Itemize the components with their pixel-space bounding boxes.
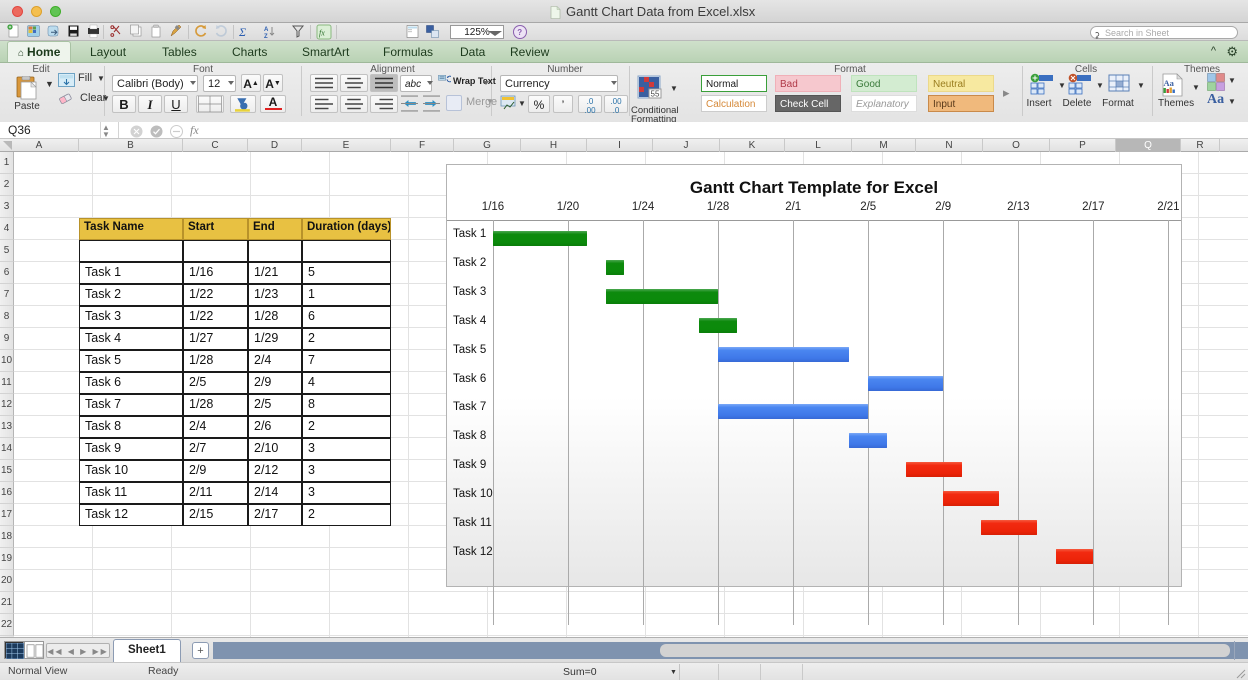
svg-text:fx: fx xyxy=(319,29,325,38)
svg-text:?: ? xyxy=(517,28,522,37)
svg-text:A: A xyxy=(264,27,269,33)
svg-text:Z: Z xyxy=(264,34,268,40)
svg-text:55: 55 xyxy=(651,90,660,99)
svg-text:Σ: Σ xyxy=(238,25,246,39)
svg-text:Aa: Aa xyxy=(1164,78,1175,88)
